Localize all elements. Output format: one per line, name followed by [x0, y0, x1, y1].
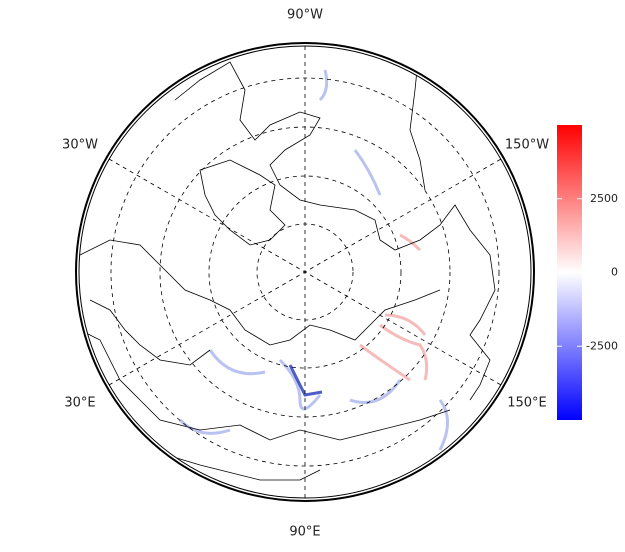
flow-streak: [178, 69, 449, 451]
lon-label: 150°W: [505, 138, 549, 153]
map-border: [78, 45, 532, 499]
lon-label: 90°E: [289, 525, 320, 540]
coastline: [79, 239, 441, 346]
flow-streak: [288, 364, 323, 397]
meridian: [108, 158, 502, 386]
coastline: [79, 46, 451, 481]
coastline: [174, 61, 496, 401]
colorbar-tick-label: -2500: [586, 339, 618, 352]
colorbar-tick-label: 0: [611, 266, 618, 279]
lon-label: 90°W: [287, 8, 323, 23]
coastline: [199, 159, 286, 246]
lon-label: 150°E: [507, 396, 547, 411]
flow-streak: [359, 233, 429, 382]
lon-label: 30°W: [62, 138, 98, 153]
graticule: [108, 46, 502, 498]
lon-label: 30°E: [64, 396, 95, 411]
map-content: [79, 46, 496, 481]
map-border: [75, 42, 535, 502]
colorbar-tick-label: 2500: [590, 192, 618, 205]
